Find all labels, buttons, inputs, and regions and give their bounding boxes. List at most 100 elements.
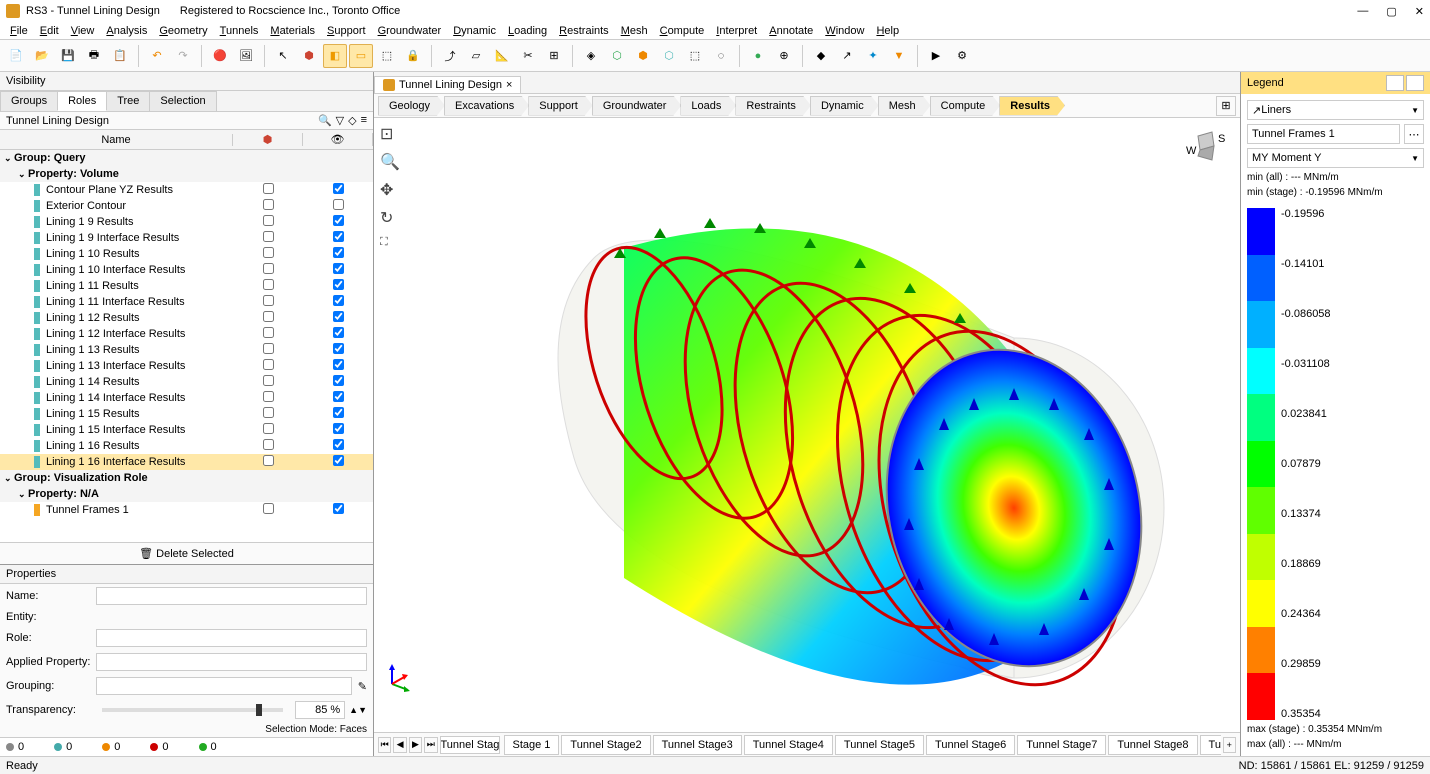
- show-cube-checkbox[interactable]: [263, 503, 274, 514]
- menu-dynamic[interactable]: Dynamic: [447, 24, 502, 38]
- show-cube-checkbox[interactable]: [263, 439, 274, 450]
- tensor-icon[interactable]: ✦: [861, 44, 885, 68]
- stage-input[interactable]: [440, 736, 500, 754]
- legend-frames-more[interactable]: ⋯: [1404, 124, 1424, 144]
- pan-icon[interactable]: ✥: [380, 180, 400, 200]
- menu-materials[interactable]: Materials: [264, 24, 321, 38]
- zoom-icon[interactable]: 🔍: [380, 152, 400, 172]
- menu-interpret[interactable]: Interpret: [710, 24, 763, 38]
- menu-help[interactable]: Help: [870, 24, 905, 38]
- filter-icon[interactable]: ▼: [887, 44, 911, 68]
- breadcrumb-dynamic[interactable]: Dynamic: [810, 96, 879, 116]
- tree-item[interactable]: Lining 1 9 Interface Results: [0, 230, 373, 246]
- breadcrumb-restraints[interactable]: Restraints: [735, 96, 811, 116]
- mesh-view-icon[interactable]: ⬚: [683, 44, 707, 68]
- tree-item[interactable]: Contour Plane YZ Results: [0, 182, 373, 198]
- show-cube-checkbox[interactable]: [263, 311, 274, 322]
- stage-add-icon[interactable]: +: [1223, 737, 1236, 753]
- show-eye-checkbox[interactable]: [333, 407, 344, 418]
- menu-analysis[interactable]: Analysis: [100, 24, 153, 38]
- menu-file[interactable]: File: [4, 24, 34, 38]
- show-eye-checkbox[interactable]: [333, 279, 344, 290]
- zoom-fit-icon[interactable]: ⊡: [380, 124, 400, 144]
- image-icon[interactable]: 🖼: [234, 44, 258, 68]
- show-eye-checkbox[interactable]: [333, 327, 344, 338]
- undo-icon[interactable]: ↶: [145, 44, 169, 68]
- show-eye-checkbox[interactable]: [333, 503, 344, 514]
- menu-annotate[interactable]: Annotate: [763, 24, 819, 38]
- show-cube-checkbox[interactable]: [263, 407, 274, 418]
- menu-tunnels[interactable]: Tunnels: [214, 24, 265, 38]
- settings-icon[interactable]: ⚙: [950, 44, 974, 68]
- show-eye-checkbox[interactable]: [333, 231, 344, 242]
- view-compass[interactable]: WS: [1180, 124, 1228, 172]
- tree-item[interactable]: Exterior Contour: [0, 198, 373, 214]
- tree-item[interactable]: Lining 1 10 Results: [0, 246, 373, 262]
- menu-loading[interactable]: Loading: [502, 24, 553, 38]
- menu-geometry[interactable]: Geometry: [153, 24, 213, 38]
- tree-item[interactable]: Lining 1 15 Results: [0, 406, 373, 422]
- tree-item[interactable]: Lining 1 15 Interface Results: [0, 422, 373, 438]
- menu-restraints[interactable]: Restraints: [553, 24, 615, 38]
- show-cube-checkbox[interactable]: [263, 423, 274, 434]
- show-eye-checkbox[interactable]: [333, 359, 344, 370]
- plane-icon[interactable]: ▱: [464, 44, 488, 68]
- stepper-icon[interactable]: ▲▼: [349, 705, 367, 715]
- prop-grouping-input[interactable]: [96, 677, 352, 695]
- menu-window[interactable]: Window: [819, 24, 870, 38]
- menu-view[interactable]: View: [65, 24, 101, 38]
- show-cube-checkbox[interactable]: [263, 375, 274, 386]
- show-cube-checkbox[interactable]: [263, 343, 274, 354]
- transparency-value[interactable]: [295, 701, 345, 719]
- show-eye-checkbox[interactable]: [333, 375, 344, 386]
- tab-roles[interactable]: Roles: [57, 91, 107, 111]
- show-cube-checkbox[interactable]: [263, 295, 274, 306]
- show-cube-checkbox[interactable]: [263, 231, 274, 242]
- select-lasso-icon[interactable]: ⬚: [375, 44, 399, 68]
- show-eye-checkbox[interactable]: [333, 215, 344, 226]
- menu-groundwater[interactable]: Groundwater: [372, 24, 448, 38]
- show-eye-checkbox[interactable]: [333, 183, 344, 194]
- breadcrumb-loads[interactable]: Loads: [680, 96, 736, 116]
- pointer-icon[interactable]: ↖: [271, 44, 295, 68]
- show-cube-checkbox[interactable]: [263, 391, 274, 402]
- color-icon[interactable]: 🔴: [208, 44, 232, 68]
- 3d-viewport[interactable]: ⊡ 🔍 ✥ ↻ ⛶ WS: [374, 118, 1240, 732]
- tree-item[interactable]: Lining 1 16 Results: [0, 438, 373, 454]
- stage-tab[interactable]: Tunnel Stage5: [835, 735, 924, 755]
- menu-support[interactable]: Support: [321, 24, 372, 38]
- fullscreen-icon[interactable]: ⛶: [380, 236, 400, 249]
- open-icon[interactable]: 📂: [30, 44, 54, 68]
- tree-item[interactable]: Lining 1 11 Interface Results: [0, 294, 373, 310]
- show-eye-checkbox[interactable]: [333, 439, 344, 450]
- breadcrumb-geology[interactable]: Geology: [378, 96, 445, 116]
- expand-icon[interactable]: ≡: [361, 114, 367, 127]
- legend-frames-dropdown[interactable]: Tunnel Frames 1: [1247, 124, 1400, 144]
- stage-tab[interactable]: Tunnel Stage3: [653, 735, 742, 755]
- stage-tab[interactable]: Tunnel Stage4: [744, 735, 833, 755]
- document-tab[interactable]: Tunnel Lining Design ×: [374, 76, 521, 93]
- breadcrumb-groundwater[interactable]: Groundwater: [592, 96, 682, 116]
- stage-tab[interactable]: Tunnel Stage9: [1200, 735, 1221, 755]
- tree-item[interactable]: Lining 1 13 Interface Results: [0, 358, 373, 374]
- show-cube-checkbox[interactable]: [263, 215, 274, 226]
- animate-icon[interactable]: ▶: [924, 44, 948, 68]
- cube-icon[interactable]: ⬢: [297, 44, 321, 68]
- filter-tree-icon[interactable]: ▽: [336, 114, 344, 127]
- tree-group[interactable]: ⌄Group: Visualization Role: [0, 470, 373, 486]
- tree-item[interactable]: Lining 1 10 Interface Results: [0, 262, 373, 278]
- show-eye-checkbox[interactable]: [333, 199, 344, 210]
- breadcrumb-excavations[interactable]: Excavations: [444, 96, 529, 116]
- breadcrumb-mesh[interactable]: Mesh: [878, 96, 931, 116]
- redo-icon[interactable]: ↷: [171, 44, 195, 68]
- viewport-grid-icon[interactable]: ⊞: [1216, 96, 1236, 116]
- minimize-button[interactable]: —: [1357, 5, 1368, 18]
- print-icon[interactable]: 🖶: [82, 44, 106, 68]
- show-cube-checkbox[interactable]: [263, 455, 274, 466]
- collapse-icon[interactable]: ◇: [348, 114, 356, 127]
- legend-type-dropdown[interactable]: ↗ Liners▼: [1247, 100, 1424, 120]
- prop-applied-input[interactable]: [96, 653, 367, 671]
- tree-item[interactable]: Tunnel Frames 1: [0, 502, 373, 518]
- stage-tab[interactable]: Tunnel Stage2: [561, 735, 650, 755]
- tree-item[interactable]: Lining 1 9 Results: [0, 214, 373, 230]
